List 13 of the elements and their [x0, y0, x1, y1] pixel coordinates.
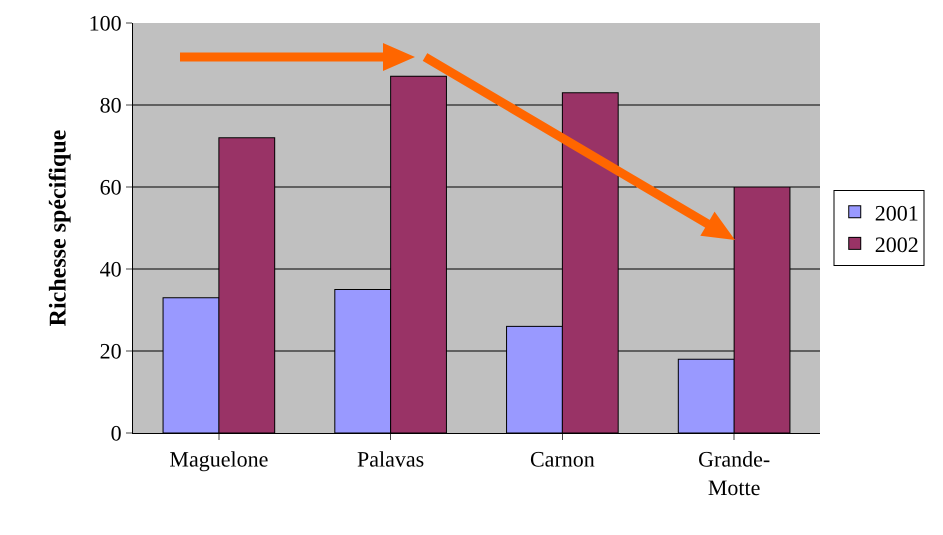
- x-tick-label: Grande-Motte: [698, 446, 770, 500]
- x-tick-label: Carnon: [530, 446, 595, 472]
- y-tick-label: 60: [100, 174, 122, 200]
- y-tick-label: 100: [88, 10, 122, 36]
- x-tick-label: Palavas: [357, 446, 424, 472]
- y-tick-label: 0: [110, 420, 122, 446]
- y-tick-label: 80: [100, 92, 122, 118]
- y-tick-label: 40: [100, 256, 122, 282]
- y-axis-title: Richesse spécifique: [46, 129, 72, 326]
- x-tick-label: Maguelone: [169, 446, 268, 472]
- legend-label: 2001: [874, 200, 919, 226]
- legend-label: 2002: [874, 232, 919, 257]
- y-tick-label: 20: [100, 338, 122, 364]
